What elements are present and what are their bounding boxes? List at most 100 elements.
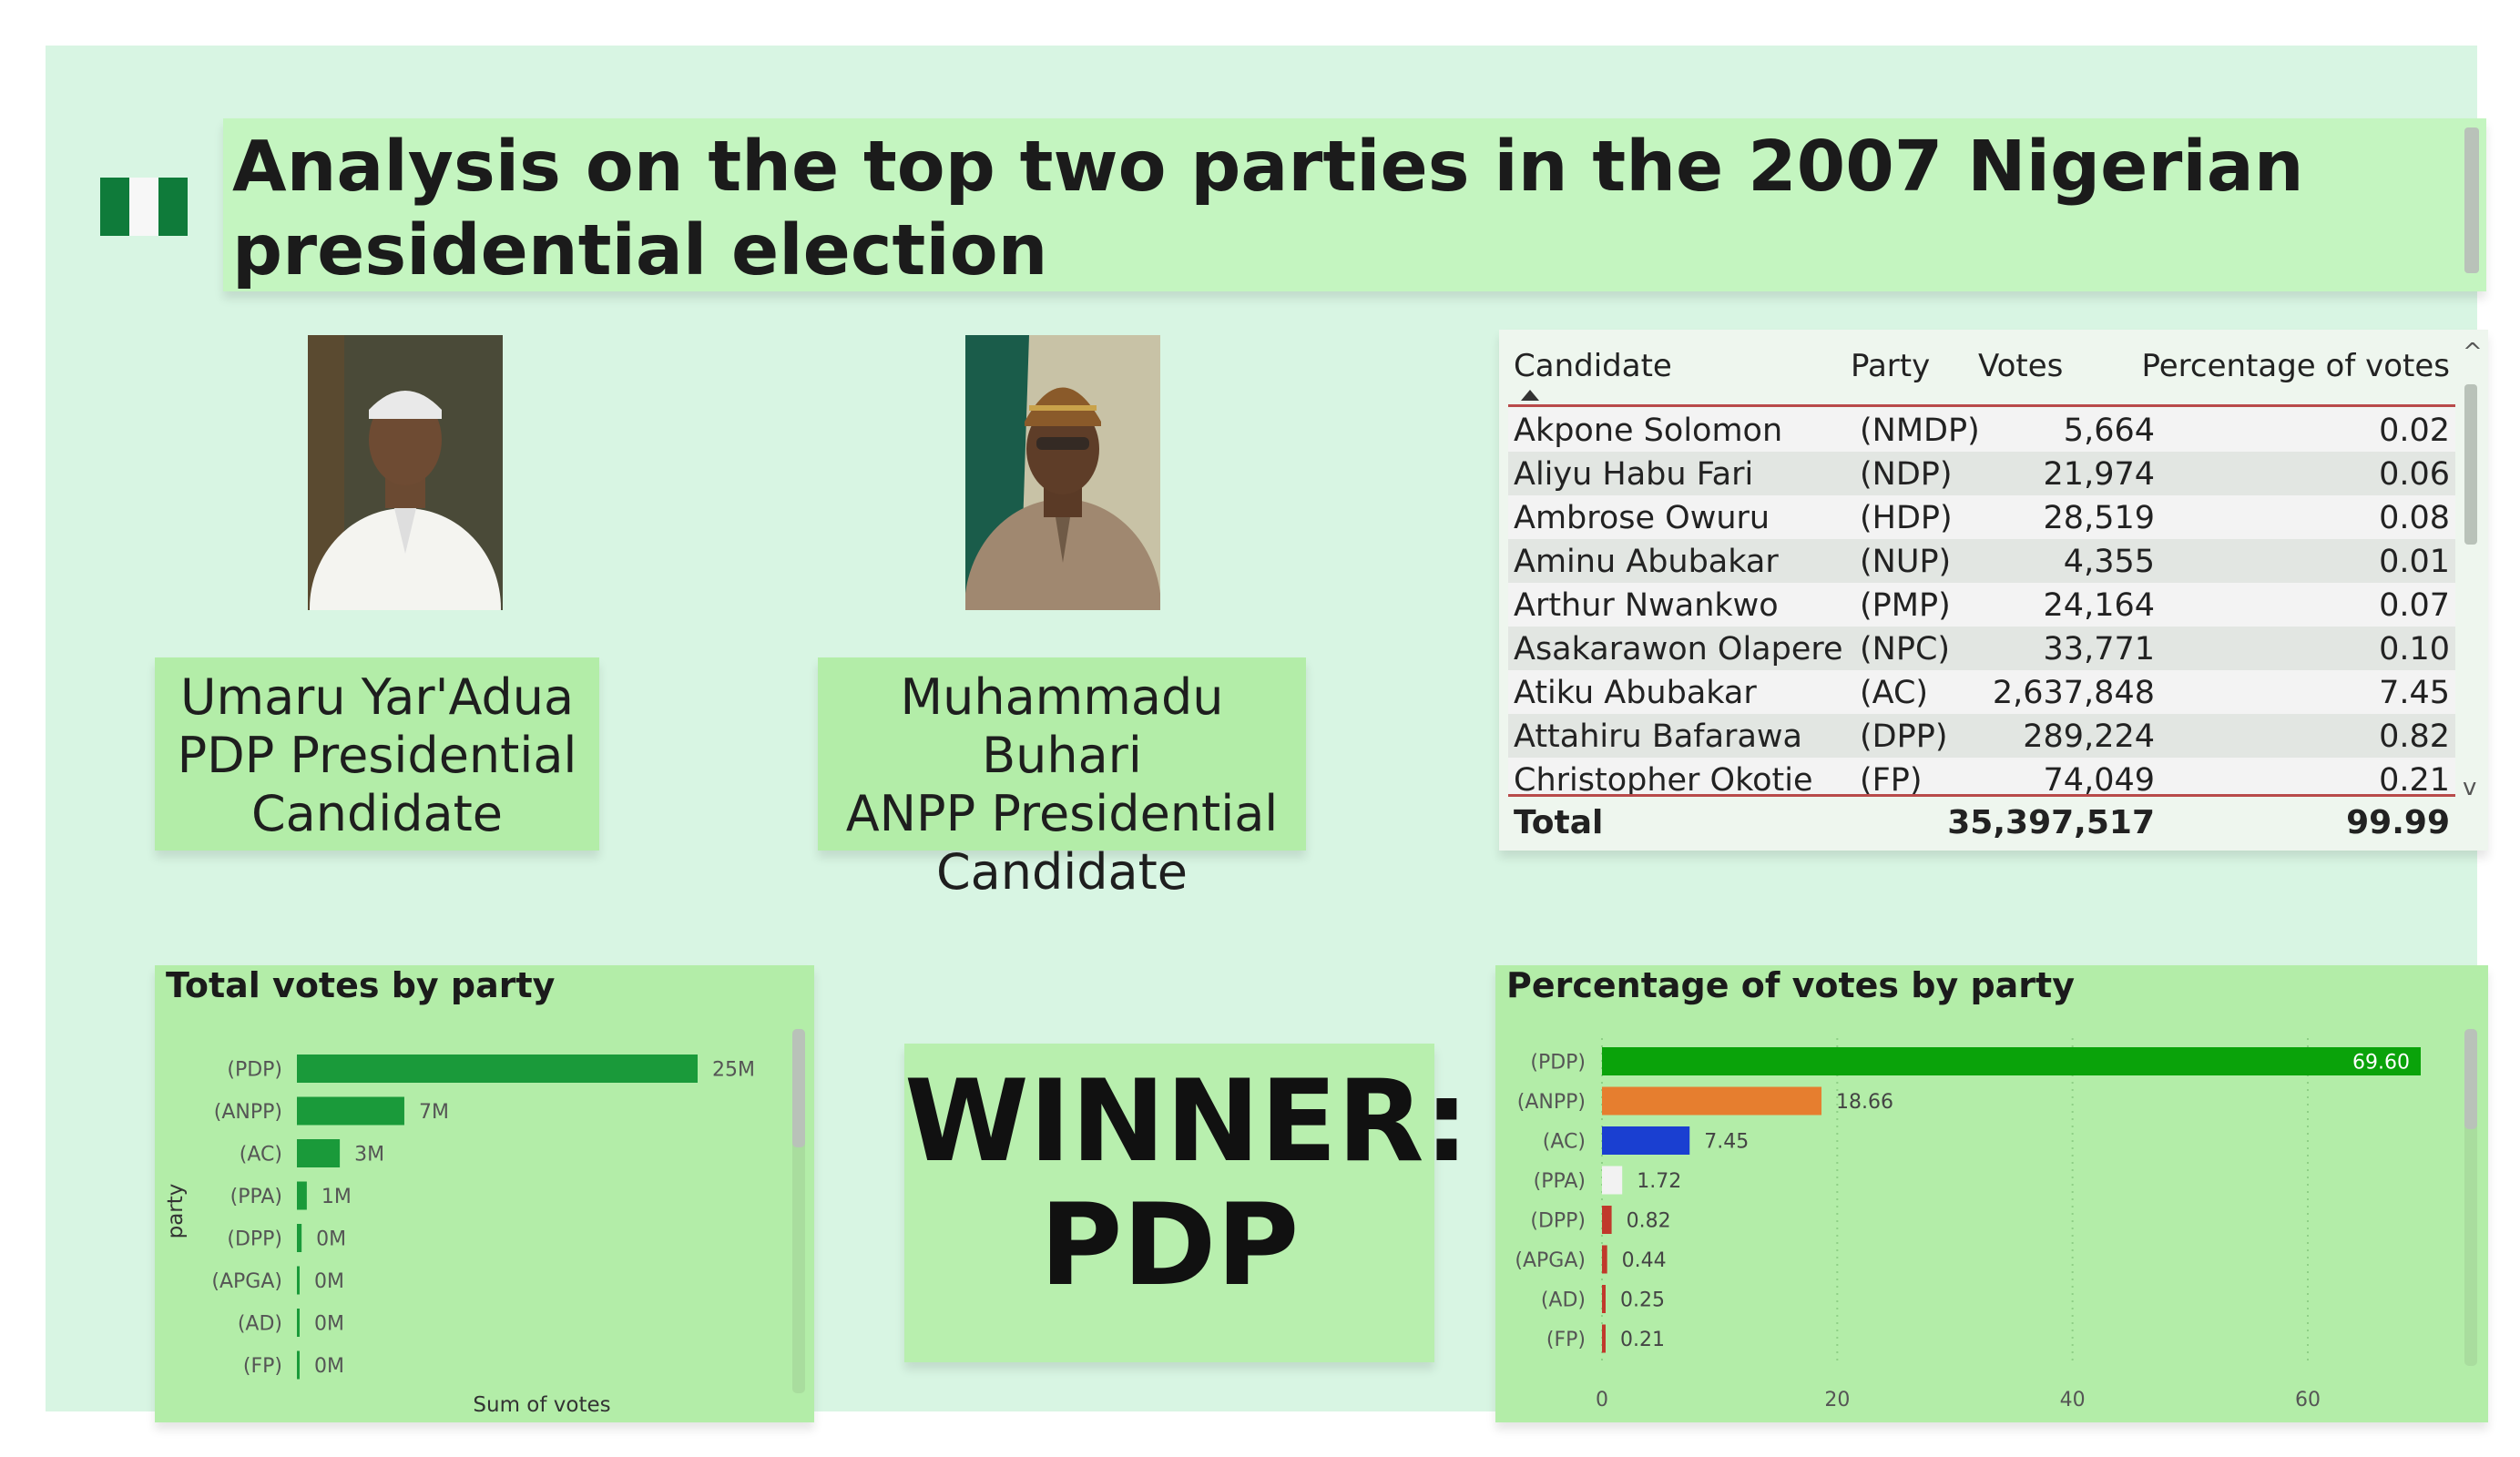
candidate-role: PDP Presidential	[177, 727, 577, 784]
x-tick-label: 40	[2060, 1389, 2086, 1411]
tick-label: (AD)	[1541, 1289, 1586, 1312]
x-axis-label: Sum of votes	[473, 1393, 610, 1417]
bar	[297, 1309, 300, 1337]
tick-label: (PDP)	[1530, 1052, 1586, 1075]
table-row[interactable]: Akpone Solomon (NMDP) 5,664 0.02	[1508, 408, 2455, 452]
tick-label: (ANPP)	[1517, 1091, 1586, 1114]
bar	[297, 1181, 307, 1210]
tick-label: (FP)	[243, 1355, 282, 1378]
scroll-down-icon[interactable]: v	[2463, 774, 2477, 801]
candidate-role-suffix: Candidate	[935, 843, 1189, 901]
title-card: Analysis on the top two parties in the 2…	[223, 118, 2486, 291]
winner-card: WINNER: PDP	[904, 1044, 1470, 1362]
bar	[1602, 1324, 1606, 1353]
data-label: 7.45	[1704, 1131, 1749, 1154]
x-tick-label: 0	[1596, 1389, 1608, 1411]
tick-label: (PPA)	[1534, 1170, 1586, 1193]
bar	[1602, 1245, 1607, 1274]
bar	[297, 1350, 300, 1380]
bar	[297, 1055, 698, 1083]
data-label: 0M	[314, 1355, 344, 1378]
percentage-chart-card: 0 20 40 60 (PDP) 69.60 (ANPP) 18.66 (AC) 7.45 (PPA…	[1495, 965, 2488, 1422]
bar	[1602, 1126, 1690, 1155]
tick-label: (PPA)	[230, 1186, 282, 1208]
tick-label: (AC)	[240, 1144, 282, 1167]
bar	[297, 1266, 300, 1295]
bar	[1602, 1086, 1822, 1116]
data-label: 0M	[314, 1313, 344, 1336]
tick-label: (DPP)	[227, 1228, 282, 1251]
header-candidate[interactable]: Candidate	[1514, 348, 1672, 384]
data-label: 7M	[419, 1101, 449, 1124]
x-tick-label: 60	[2295, 1389, 2321, 1411]
votes-chart-scrollbar[interactable]	[792, 1029, 805, 1147]
bar	[1602, 1047, 2421, 1075]
votes-bar-chart: (PDP) 25M (ANPP) 7M (AC) 3M (PPA) 1M (DPP) 0M (APG…	[164, 1055, 755, 1417]
votes-chart-card: (PDP) 25M (ANPP) 7M (AC) 3M (PPA) 1M (DPP) 0M (APG…	[155, 965, 814, 1422]
bar	[1602, 1285, 1606, 1313]
table-scrollbar[interactable]	[2464, 384, 2477, 545]
table-row[interactable]: Arthur Nwankwo (PMP) 24,164 0.07	[1508, 583, 2455, 627]
table-row[interactable]: Ambrose Owuru (HDP) 28,519 0.08	[1508, 495, 2455, 539]
candidate-role-suffix: Candidate	[250, 785, 504, 842]
data-label: 0M	[314, 1270, 344, 1293]
total-label: Total	[1514, 804, 1604, 841]
winner-party: PDP	[1039, 1180, 1300, 1311]
tick-label: (AD)	[238, 1313, 282, 1336]
winner-label: WINNER:	[904, 1056, 1470, 1187]
data-label: 25M	[712, 1059, 755, 1082]
table-total-row: Total 35,397,517 99.99	[1508, 794, 2455, 848]
data-label: 3M	[354, 1144, 384, 1167]
data-label: 1M	[321, 1186, 352, 1208]
buhari-photo	[965, 335, 1160, 610]
bar	[1602, 1206, 1612, 1234]
report-canvas: Analysis on the top two parties in the 2…	[46, 46, 2488, 1422]
tick-label: (PDP)	[227, 1059, 282, 1082]
candidate-name: Umaru Yar'Adua	[179, 668, 575, 726]
y-axis-label: party	[164, 1184, 188, 1239]
yaradua-photo	[308, 335, 503, 610]
chart-title: Percentage of votes by party	[1506, 965, 2075, 1005]
table-row[interactable]: Atiku Abubakar (AC) 2,637,848 7.45	[1508, 670, 2455, 714]
tick-label: (APGA)	[211, 1270, 282, 1293]
data-label: 0.44	[1622, 1249, 1667, 1272]
tick-label: (AC)	[1543, 1131, 1586, 1154]
percentage-chart-scrollbar[interactable]	[2464, 1029, 2477, 1129]
x-tick-label: 20	[1824, 1389, 1850, 1411]
candidate-card-yaradua: Umaru Yar'Adua PDP Presidential Candidat…	[155, 657, 599, 851]
bar	[1602, 1166, 1623, 1195]
header-percentage[interactable]: Percentage of votes	[2141, 348, 2450, 384]
tick-label: (APGA)	[1515, 1249, 1586, 1272]
table-row[interactable]: Aliyu Habu Fari (NDP) 21,974 0.06	[1508, 452, 2455, 495]
table-header: Candidate Party Votes Percentage of vote…	[1508, 339, 2455, 407]
candidate-name: Muhammadu Buhari	[900, 668, 1224, 784]
tick-label: (FP)	[1546, 1329, 1586, 1351]
table-row[interactable]: Asakarawon Olapere (NPC) 33,771 0.10	[1508, 627, 2455, 670]
candidate-card-buhari: Muhammadu Buhari ANPP Presidential Candi…	[818, 657, 1306, 901]
percentage-bar-chart: 0 20 40 60 (PDP) 69.60 (ANPP) 18.66 (AC) 7.45 (PPA…	[1515, 1038, 2421, 1411]
bar	[297, 1096, 404, 1126]
tick-label: (ANPP)	[214, 1101, 282, 1124]
data-label: 69.60	[2352, 1052, 2410, 1075]
data-label: 0M	[316, 1228, 346, 1251]
scroll-up-icon[interactable]: ^	[2463, 339, 2483, 366]
sort-ascending-icon[interactable]	[1521, 390, 1539, 401]
candidate-role: ANPP Presidential	[845, 785, 1279, 842]
header-votes[interactable]: Votes	[1978, 348, 2064, 384]
table-row[interactable]: Attahiru Bafarawa (DPP) 289,224 0.82	[1508, 714, 2455, 758]
chart-title: Total votes by party	[166, 965, 556, 1005]
title-scrollbar[interactable]	[2464, 127, 2479, 273]
tick-label: (DPP)	[1530, 1210, 1586, 1233]
total-votes: 35,397,517	[1947, 804, 2155, 841]
page-title: Analysis on the top two parties in the 2…	[232, 127, 2304, 291]
bar	[297, 1224, 302, 1252]
data-label: 1.72	[1637, 1170, 1681, 1193]
results-table: Candidate Party Votes Percentage of vote…	[1499, 330, 2488, 851]
table-row[interactable]: Christopher Okotie (FP) 74,049 0.21	[1508, 758, 2455, 799]
data-label: 0.25	[1620, 1289, 1665, 1312]
bar	[297, 1139, 341, 1167]
header-party[interactable]: Party	[1851, 348, 1931, 384]
total-percentage: 99.99	[2346, 804, 2450, 841]
data-label: 0.21	[1620, 1329, 1665, 1351]
table-row[interactable]: Aminu Abubakar (NUP) 4,355 0.01	[1508, 539, 2455, 583]
